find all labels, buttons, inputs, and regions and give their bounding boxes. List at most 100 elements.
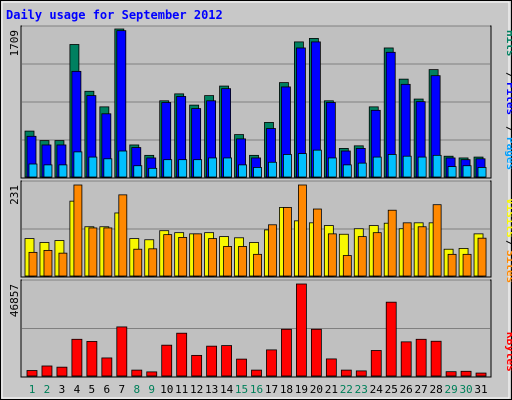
pages-bar — [238, 164, 247, 178]
kbytes-bar — [460, 370, 472, 377]
day-label: 8 — [133, 383, 140, 396]
kbytes-bar — [86, 341, 98, 377]
sites-bar — [432, 204, 442, 277]
sites-bar — [118, 194, 128, 277]
day-label: 3 — [59, 383, 66, 396]
kbytes-bar — [475, 372, 487, 377]
day-label: 15 — [235, 383, 248, 396]
pages-bar — [283, 154, 292, 178]
pages-bar — [163, 159, 173, 178]
legend-slash-2: / — [504, 72, 512, 79]
sites-bar — [342, 255, 352, 277]
kbytes-bar — [370, 350, 382, 377]
day-label: 28 — [430, 383, 443, 396]
kbytes-bar — [71, 338, 83, 377]
sites-bar — [208, 238, 218, 277]
day-label: 29 — [444, 383, 457, 396]
kbytes-bar — [41, 365, 53, 377]
sites-bar — [357, 236, 367, 277]
kbytes-bar — [310, 328, 322, 377]
pages-bar — [327, 157, 337, 178]
sites-bar — [238, 246, 247, 277]
day-label: 23 — [355, 383, 368, 396]
sites-bar — [253, 253, 262, 277]
day-label: 12 — [190, 383, 203, 396]
sites-bar — [43, 249, 53, 277]
kbytes-bar — [281, 328, 292, 377]
day-label: 25 — [385, 383, 398, 396]
kbytes-bar — [296, 283, 307, 377]
sites-bar — [327, 233, 337, 277]
sites-bar — [163, 234, 173, 277]
sites-bar — [298, 184, 307, 277]
sites-bar — [477, 237, 487, 277]
day-label: 31 — [474, 383, 487, 396]
sites-bar — [402, 222, 412, 277]
sites-bar — [447, 253, 457, 277]
kbytes-bar — [26, 370, 38, 377]
kbytes-bar — [191, 354, 203, 377]
kbytes-bar — [355, 370, 367, 377]
sites-bar — [88, 227, 98, 277]
sites-bar — [193, 233, 203, 277]
day-label: 6 — [104, 383, 111, 396]
legend-hits: Hits — [504, 30, 512, 57]
pages-bar — [417, 156, 427, 178]
day-label: 17 — [265, 383, 278, 396]
day-label: 9 — [148, 383, 155, 396]
legend-slash-1: / — [504, 126, 512, 133]
kbytes-ymax-label: 46857 — [8, 284, 21, 317]
day-label: 14 — [220, 383, 234, 396]
kbytes-bar — [206, 345, 218, 377]
pages-bar — [208, 157, 218, 178]
pages-bar — [133, 165, 143, 178]
sites-bar — [312, 208, 322, 277]
sites-bar — [268, 224, 277, 277]
pages-bar — [312, 149, 322, 178]
kbytes-bar — [101, 357, 113, 377]
visits-panel: 231 Sites / Visits — [8, 180, 512, 283]
kbytes-bar — [445, 371, 457, 377]
day-label: 20 — [310, 383, 323, 396]
pages-bar — [178, 159, 188, 178]
kbytes-panel: 46857 KBytes — [8, 279, 512, 378]
kbytes-bar — [236, 358, 247, 377]
legend-files: Files — [504, 82, 512, 115]
day-label: 19 — [295, 383, 308, 396]
day-label: 24 — [370, 383, 384, 396]
sites-bar — [283, 207, 292, 277]
pages-bar — [118, 150, 128, 178]
kbytes-bar — [251, 369, 262, 377]
kbytes-bar — [161, 344, 173, 377]
pages-bar — [148, 167, 158, 178]
pages-bar — [372, 156, 382, 178]
legend-visits: Visits — [504, 198, 512, 238]
legend-pages: Pages — [504, 137, 512, 170]
legend-sites: Sites — [504, 250, 512, 283]
pages-bar — [103, 158, 113, 178]
sites-bar — [372, 232, 382, 277]
day-label: 27 — [415, 383, 428, 396]
pages-bar — [357, 162, 367, 178]
kbytes-bar — [221, 345, 232, 377]
kbytes-bar — [116, 326, 128, 377]
sites-bar — [387, 209, 397, 277]
pages-bar — [387, 154, 397, 178]
pages-bar — [447, 166, 457, 178]
day-label: 21 — [325, 383, 338, 396]
pages-bar — [462, 165, 472, 178]
pages-bar — [88, 156, 98, 178]
sites-bar — [73, 184, 83, 277]
sites-bar — [148, 248, 158, 277]
visits-legend: Sites / Visits — [504, 198, 512, 283]
pages-bar — [43, 164, 53, 178]
day-label: 5 — [89, 383, 96, 396]
sites-bar — [103, 227, 113, 277]
sites-bar — [417, 226, 427, 277]
kbytes-bar — [56, 366, 68, 377]
pages-bar — [28, 163, 38, 178]
day-label: 4 — [74, 383, 81, 396]
pages-bar — [193, 159, 203, 178]
